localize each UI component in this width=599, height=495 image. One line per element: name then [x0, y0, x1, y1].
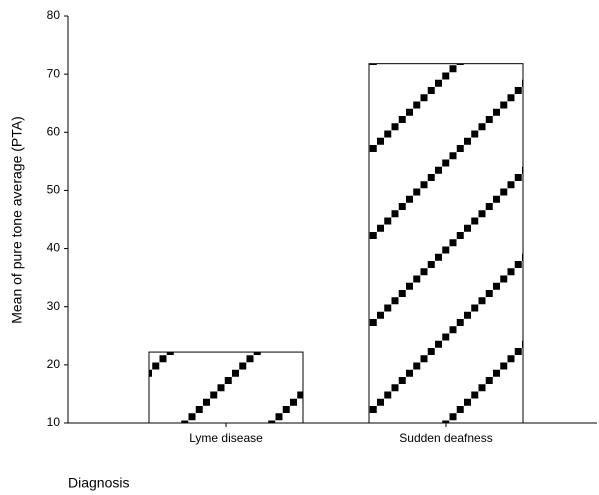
y-tick-label: 20 — [47, 357, 61, 371]
x-tick-label: Lyme disease — [189, 431, 263, 445]
y-axis-label: Mean of pure tone average (PTA) — [9, 116, 25, 324]
y-tick-label: 60 — [47, 124, 61, 138]
y-tick-label: 30 — [47, 299, 61, 313]
x-axis-label: Diagnosis — [68, 475, 129, 491]
bar — [368, 63, 524, 424]
bar — [148, 351, 304, 424]
x-tick-label: Sudden deafness — [399, 431, 492, 445]
y-tick-label: 80 — [47, 8, 61, 22]
y-tick-label: 50 — [47, 183, 61, 197]
y-tick-label: 40 — [47, 241, 61, 255]
y-tick-label: 10 — [47, 415, 61, 429]
y-tick-label: 70 — [47, 66, 61, 80]
